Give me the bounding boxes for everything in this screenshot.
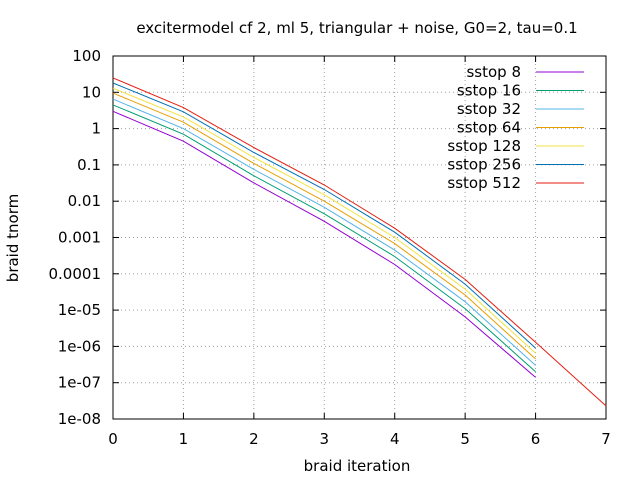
y-tick-label: 0.01 [68, 192, 101, 210]
y-tick-label: 0.001 [58, 229, 101, 247]
series-line [112, 98, 536, 366]
series-line [112, 82, 536, 349]
legend-label: sstop 32 [457, 100, 521, 118]
axis-ticks: 0 1 2 3 4 5 6 7 100 10 1 0.1 0.01 0.001 0.0001 1e-05 1e-… [49, 47, 611, 448]
plot-frame [112, 55, 607, 420]
x-tick-label: 5 [460, 430, 470, 448]
series-line [112, 92, 536, 360]
y-tick-label: 100 [72, 47, 101, 65]
y-tick-label: 1e-08 [58, 410, 101, 428]
x-tick-label: 3 [320, 430, 330, 448]
x-tick-label: 4 [390, 430, 400, 448]
chart-title: excitermodel cf 2, ml 5, triangular + no… [136, 19, 577, 37]
series-line [112, 87, 536, 354]
x-axis-label: braid iteration [304, 457, 411, 475]
y-tick-label: 0.1 [77, 156, 101, 174]
y-tick-label: 1 [91, 120, 101, 138]
series-lines [112, 77, 607, 407]
x-tick-label: 1 [179, 430, 189, 448]
y-tick-label: 1e-05 [58, 301, 101, 319]
legend-label: sstop 256 [447, 156, 521, 174]
x-tick-label: 6 [531, 430, 541, 448]
legend-label: sstop 8 [466, 63, 521, 81]
legend-label: sstop 512 [447, 174, 521, 192]
y-tick-label: 0.0001 [49, 265, 102, 283]
x-tick-label: 7 [601, 430, 611, 448]
series-line [112, 104, 536, 373]
y-tick-label: 10 [82, 83, 101, 101]
grid [113, 56, 606, 419]
y-tick-label: 1e-07 [58, 374, 101, 392]
legend-label: sstop 16 [457, 82, 521, 100]
series-line [112, 77, 607, 407]
legend-label: sstop 128 [447, 137, 521, 155]
x-tick-label: 0 [108, 430, 118, 448]
series-line [112, 110, 536, 378]
x-tick-label: 2 [249, 430, 259, 448]
y-tick-label: 1e-06 [58, 337, 101, 355]
legend-label: sstop 64 [457, 119, 521, 137]
y-axis-label: braid tnorm [4, 194, 22, 282]
